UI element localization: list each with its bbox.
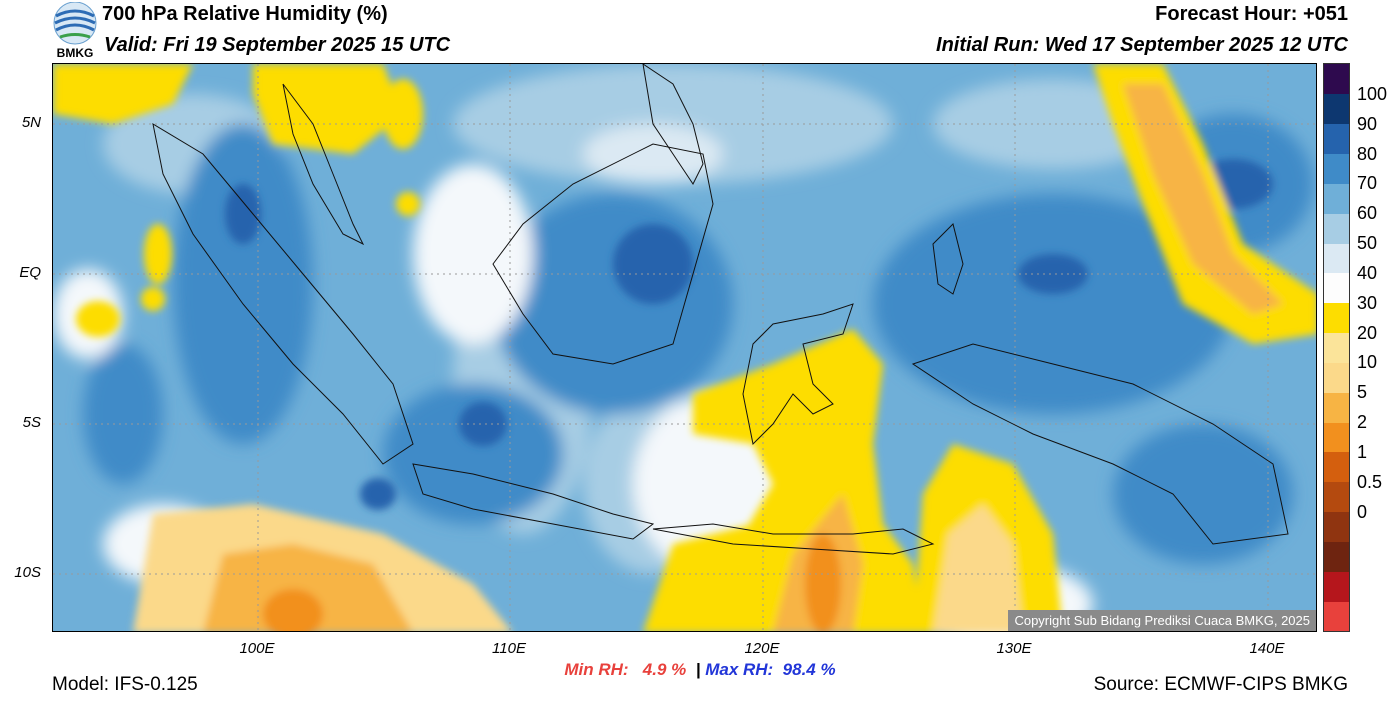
rh-80-area — [873, 194, 1233, 414]
colorbar-cell — [1324, 511, 1349, 542]
dry-patch — [141, 287, 165, 311]
colorbar-label: 90 — [1357, 113, 1378, 134]
borneo-coast — [492, 143, 714, 365]
min-rh-label: Min RH: — [564, 660, 629, 679]
colorbar-cell — [1324, 64, 1349, 95]
colorbar-cell — [1324, 422, 1349, 453]
max-rh: Max RH: 98.4 % — [705, 660, 835, 679]
malay-peninsula-coast — [282, 83, 365, 246]
colorbar-label: 2 — [1357, 412, 1368, 433]
very-dry-southwest — [203, 544, 412, 631]
lat-label-5n: 5N — [21, 114, 41, 131]
colorbar-label: 10 — [1357, 352, 1378, 373]
colorbar-cell — [1324, 93, 1349, 125]
very-dry-core — [263, 589, 323, 631]
nusa-tenggara-coast — [652, 523, 935, 555]
sumatra-coast — [152, 122, 414, 465]
colorbar-cell — [1324, 272, 1349, 304]
lon-label-120e: 120E — [744, 640, 780, 657]
dry-southeast-inner — [933, 504, 1023, 631]
colorbar — [1323, 63, 1350, 632]
model-label: Model: IFS-0.125 — [52, 674, 198, 695]
max-rh-value: 98.4 % — [782, 660, 836, 679]
rh-80-area — [83, 344, 163, 484]
rh-90-core — [1018, 254, 1088, 294]
lat-label-eq: EQ — [19, 264, 41, 281]
colorbar-label: 70 — [1357, 173, 1378, 194]
stats-separator: | — [695, 660, 701, 679]
colorbar-cell — [1324, 243, 1349, 274]
dry-patch — [144, 224, 172, 284]
source-label: Source: ECMWF-CIPS BMKG — [1093, 674, 1348, 695]
colorbar-label: 1 — [1357, 441, 1368, 462]
colorbar-label: 0 — [1357, 501, 1368, 522]
colorbar-label: 5 — [1357, 382, 1368, 403]
forecast-hour: Forecast Hour: +051 — [1155, 3, 1348, 25]
coastlines — [152, 64, 1289, 555]
colorbar-cell — [1324, 571, 1349, 602]
colorbar-cell — [1324, 213, 1349, 244]
colorbar-label: 40 — [1357, 262, 1378, 283]
min-rh-value: 4.9 % — [642, 660, 687, 679]
dry-region-northwest — [53, 64, 193, 124]
very-dry-core — [805, 534, 841, 631]
colorbar-cell — [1324, 302, 1349, 334]
dry-region-north — [253, 64, 403, 154]
valid-time: Valid: Fri 19 September 2025 15 UTC — [104, 34, 451, 56]
lon-label-100e: 100E — [239, 640, 275, 657]
philippines-coast — [642, 64, 704, 185]
colorbar-cell — [1324, 153, 1349, 184]
dry-patch — [383, 79, 423, 149]
colorbar-label: 50 — [1357, 233, 1378, 254]
copyright-note: Copyright Sub Bidang Prediksi Cuaca BMKG… — [1008, 610, 1316, 631]
rh-80-area — [173, 124, 313, 444]
colorbar-cell — [1324, 451, 1349, 483]
colorbar-label: 30 — [1357, 292, 1378, 313]
lat-label-5s: 5S — [22, 414, 41, 431]
rh-stats: Min RH: 4.9 % | Max RH: 98.4 % — [0, 660, 1400, 680]
colorbar-cell — [1324, 481, 1349, 513]
halmahera-coast — [932, 223, 964, 295]
rh-80-area — [383, 384, 563, 524]
rh-90-core — [613, 224, 693, 304]
lat-label-10s: 10S — [14, 564, 41, 581]
min-rh: Min RH: 4.9 % — [564, 660, 686, 679]
logo-text: BMKG — [56, 46, 94, 60]
colorbar-label: 100 — [1357, 83, 1388, 104]
colorbar-cell — [1324, 183, 1349, 214]
papua-coast — [911, 343, 1289, 545]
dry-patch — [76, 301, 120, 337]
rh-50-area — [583, 124, 723, 184]
very-dry-band-northeast — [1123, 84, 1283, 314]
colorbar-label: 80 — [1357, 143, 1378, 164]
chart-title: 700 hPa Relative Humidity (%) — [102, 3, 388, 25]
lon-label-110e: 110E — [492, 640, 526, 657]
colorbar-label: 60 — [1357, 203, 1378, 224]
lon-label-140e: 140E — [1249, 640, 1285, 657]
rh-90-core — [360, 478, 396, 510]
bmkg-logo: BMKG — [52, 1, 98, 60]
initial-run: Initial Run: Wed 17 September 2025 12 UT… — [936, 34, 1348, 56]
rh-80-area — [1113, 424, 1293, 564]
colorbar-cell — [1324, 392, 1349, 423]
max-rh-label: Max RH: — [705, 660, 774, 679]
colorbar-label: 20 — [1357, 322, 1378, 343]
colorbar-cell — [1324, 362, 1349, 393]
colorbar-cell — [1324, 123, 1349, 154]
colorbar-label: 0.5 — [1357, 471, 1383, 492]
sulawesi-coast — [742, 303, 854, 446]
rh-90-core — [459, 402, 507, 446]
graticule — [53, 64, 1316, 631]
java-coast — [412, 463, 655, 540]
colorbar-cell — [1324, 332, 1349, 363]
colorbar-cell — [1324, 601, 1349, 632]
colorbar-cell — [1324, 541, 1349, 572]
dry-patch — [396, 192, 420, 216]
map-svg — [53, 64, 1316, 631]
lon-label-130e: 130E — [996, 640, 1032, 657]
rh-90-core — [225, 184, 261, 244]
rh-50-area — [413, 164, 533, 344]
humidity-map — [52, 63, 1317, 632]
